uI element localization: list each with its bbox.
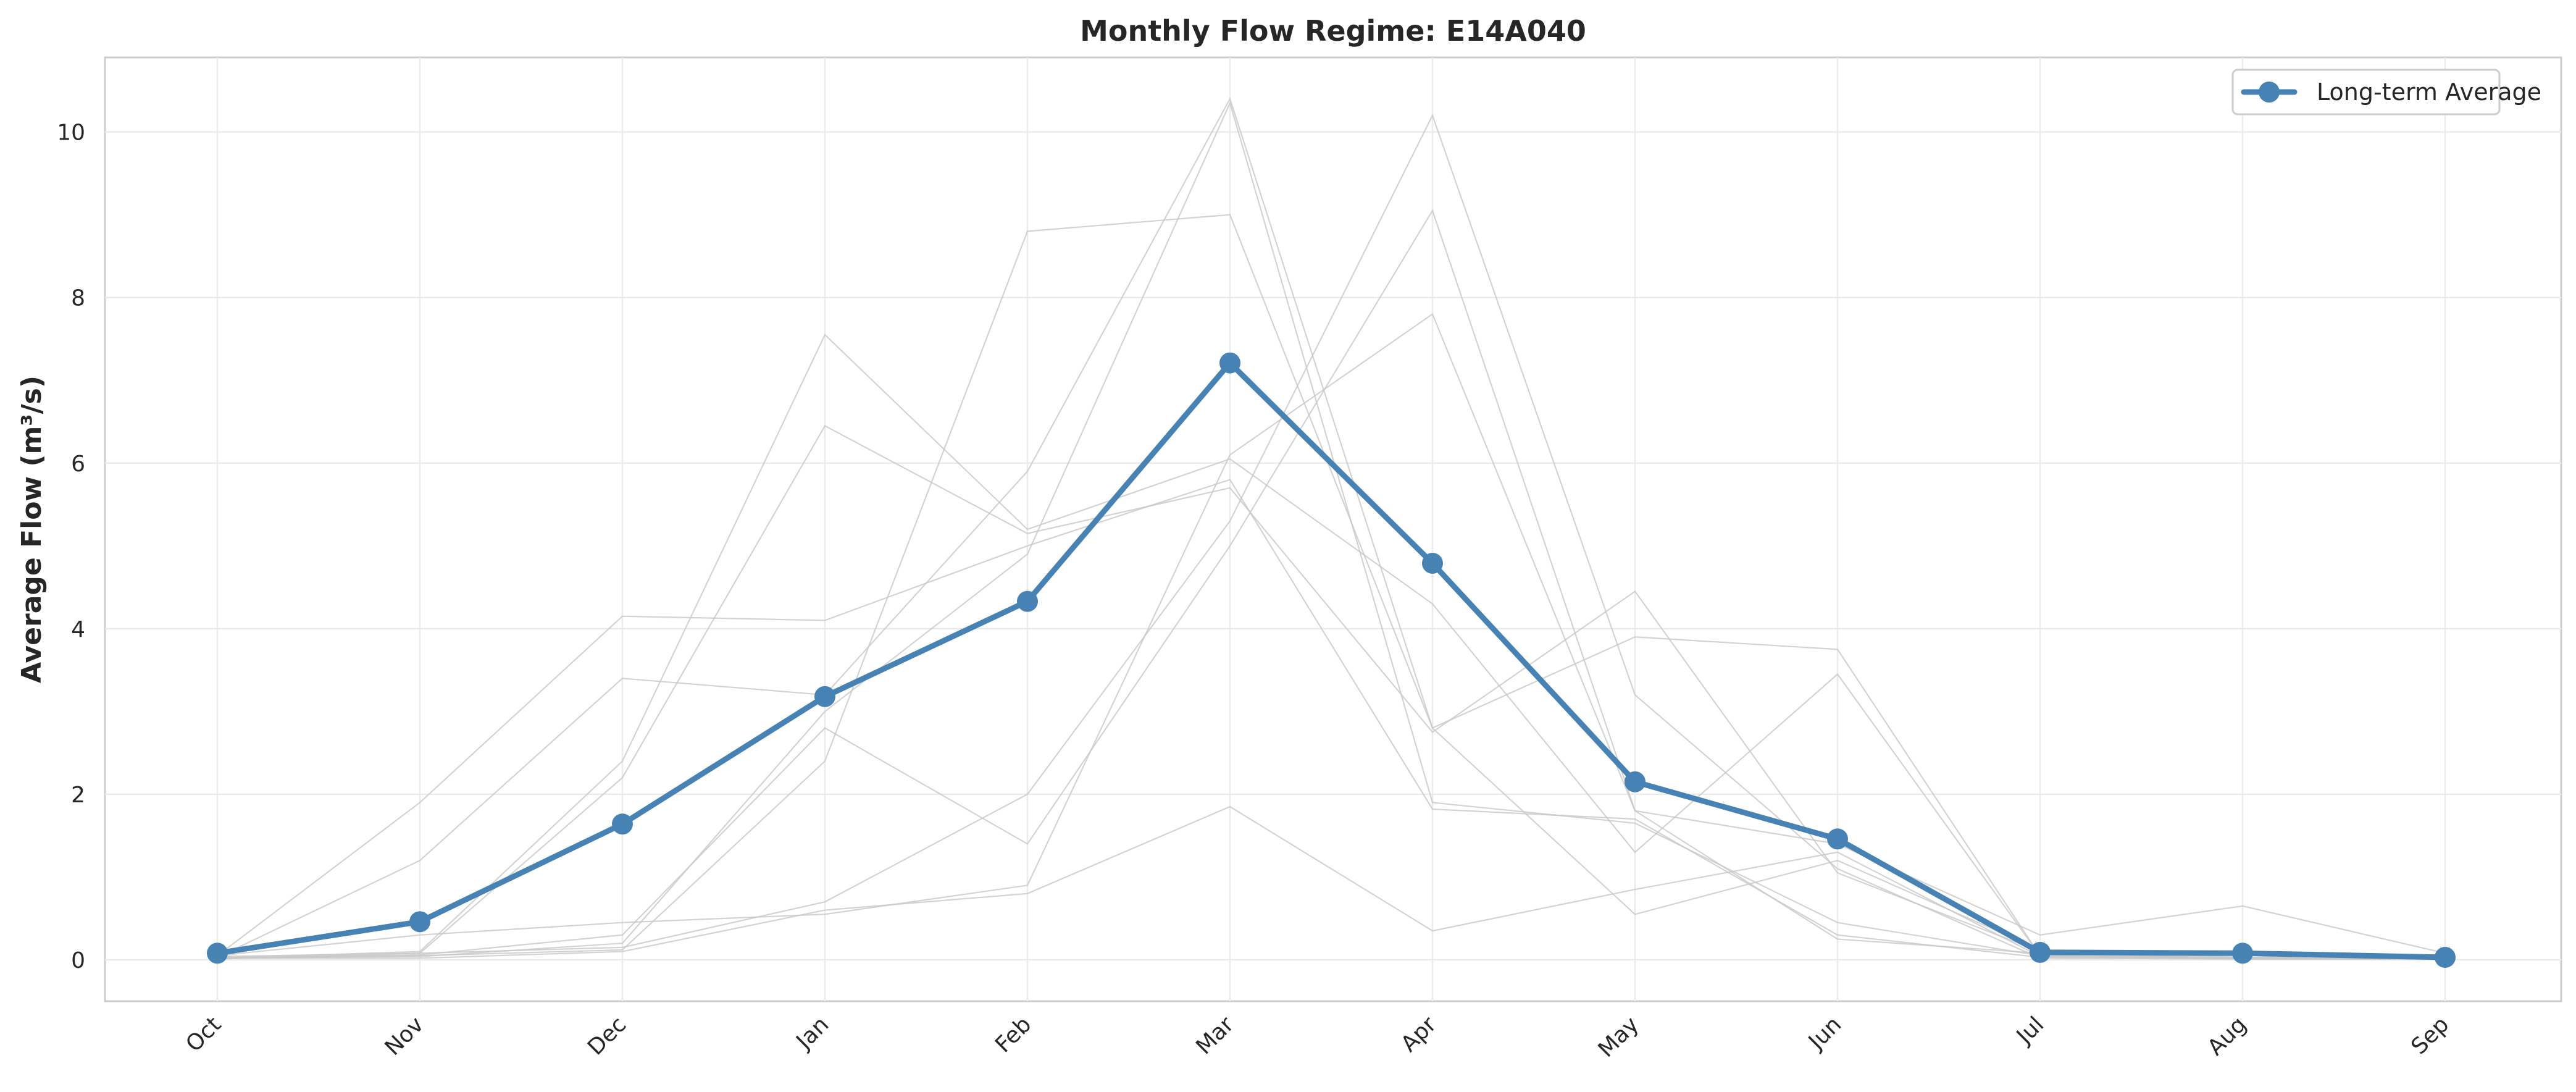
legend-box [2231,69,2501,116]
data-point [409,911,430,933]
x-tick-label: Sep [2406,1012,2454,1059]
x-tick-label: Dec [583,1012,631,1060]
data-point [2435,946,2456,968]
x-tick-label: Jun [1803,1012,1846,1055]
yearly-flow-line [217,805,2445,960]
chart-title: Monthly Flow Regime: E14A040 [1080,14,1586,48]
x-tick-label: Jan [791,1012,834,1055]
yearly-flow-line [217,114,2446,960]
y-tick-label: 0 [71,948,85,973]
y-tick-label: 8 [71,286,85,311]
legend-label: Long-term Average [2317,78,2541,106]
x-tick-label: Oct [181,1012,226,1057]
series-layer [207,352,2456,968]
x-tick-label: Apr [1396,1012,1441,1057]
data-point [2030,941,2051,963]
yearly-flow-line [217,101,2445,959]
plot-area [104,56,2562,1002]
x-tick-label: Mar [1191,1012,1239,1059]
x-tick-label: Nov [380,1012,429,1060]
average-flow-line [214,360,2448,960]
y-axis-label: Average Flow (m³/s) [16,376,48,683]
data-point [1017,590,1038,612]
y-tick-label: 2 [71,783,85,808]
y-tick-label: 10 [57,120,85,146]
y-tick-label: 4 [71,617,85,642]
data-point [207,943,228,964]
x-tick-label: May [1594,1012,1644,1062]
x-tick-label: Jul [2011,1012,2049,1049]
data-point [814,686,835,707]
data-point [2232,943,2253,964]
legend: Long-term Average [2231,69,2541,116]
x-tick-label: Aug [2203,1012,2252,1060]
legend-marker-swatch [2259,82,2280,103]
data-point [1219,352,1240,374]
x-tick-label: Feb [990,1012,1036,1057]
data-point [1422,552,1443,574]
data-point [612,813,633,835]
data-point [1625,771,1646,792]
data-point [1827,828,1848,850]
y-tick-labels: 0 2 4 6 8 10 [57,120,85,973]
yearly-flow-line [217,313,2446,957]
y-tick-label: 6 [71,452,85,477]
x-tick-labels: Oct Nov Dec Jan Feb Mar Apr May Jun Jul Aug Sep [181,1012,2454,1062]
